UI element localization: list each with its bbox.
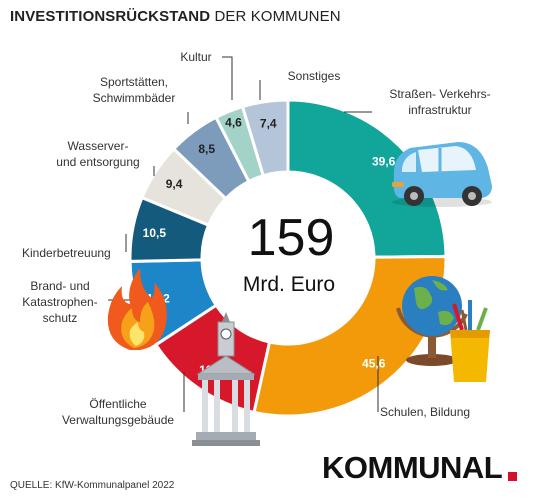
category-label: Kinderbetreuung [22, 246, 111, 260]
value-label: 4,6 [225, 116, 242, 130]
category-labels: Straßen- Verkehrs-infrastruktur Schulen, … [22, 50, 491, 427]
category-label: Schulen, Bildung [380, 405, 470, 419]
center-unit: Mrd. Euro [243, 273, 335, 296]
publisher-logo: KOMMUNAL [322, 450, 503, 485]
fire-icon [107, 268, 167, 350]
category-label: Brand- und Katastrophen-schutz [22, 279, 97, 325]
category-label: Kultur [180, 50, 211, 64]
logo-dot [508, 472, 517, 481]
category-label: Öffentliche Verwaltungsgebäude [62, 397, 174, 427]
category-label: Sonstiges [288, 69, 341, 83]
chart-title: INVESTITIONSRÜCKSTAND DER KOMMUNEN [10, 8, 341, 25]
value-label: 10,5 [143, 226, 167, 240]
slice-sonstiges [240, 98, 290, 178]
category-label: Straßen- Verkehrs-infrastruktur [389, 87, 490, 117]
source-note: QUELLE: KfW-Kommunalpanel 2022 [10, 480, 175, 491]
value-label: 9,4 [166, 177, 183, 191]
slices-group [128, 98, 448, 418]
globe-icon [396, 276, 468, 366]
leader-line [222, 56, 233, 100]
slice-straßen-verkehrs [286, 98, 448, 259]
leader-lines [108, 56, 379, 412]
pencil-cup-icon [450, 300, 490, 382]
value-label: 45,6 [362, 357, 386, 371]
center-total: 159 [248, 209, 335, 267]
town-hall-icon [192, 312, 260, 446]
value-label: 8,5 [198, 142, 215, 156]
category-label: Wasserver-und entsorgung [56, 139, 139, 169]
car-icon [392, 142, 492, 207]
value-label: 7,4 [260, 116, 277, 130]
category-label: Sportstätten, Schwimmbäder [93, 75, 176, 105]
title-bold: INVESTITIONSRÜCKSTAND [10, 8, 211, 25]
value-label: 39,6 [372, 154, 396, 168]
title-light: DER KOMMUNEN [214, 8, 341, 25]
donut-hole [203, 173, 373, 343]
